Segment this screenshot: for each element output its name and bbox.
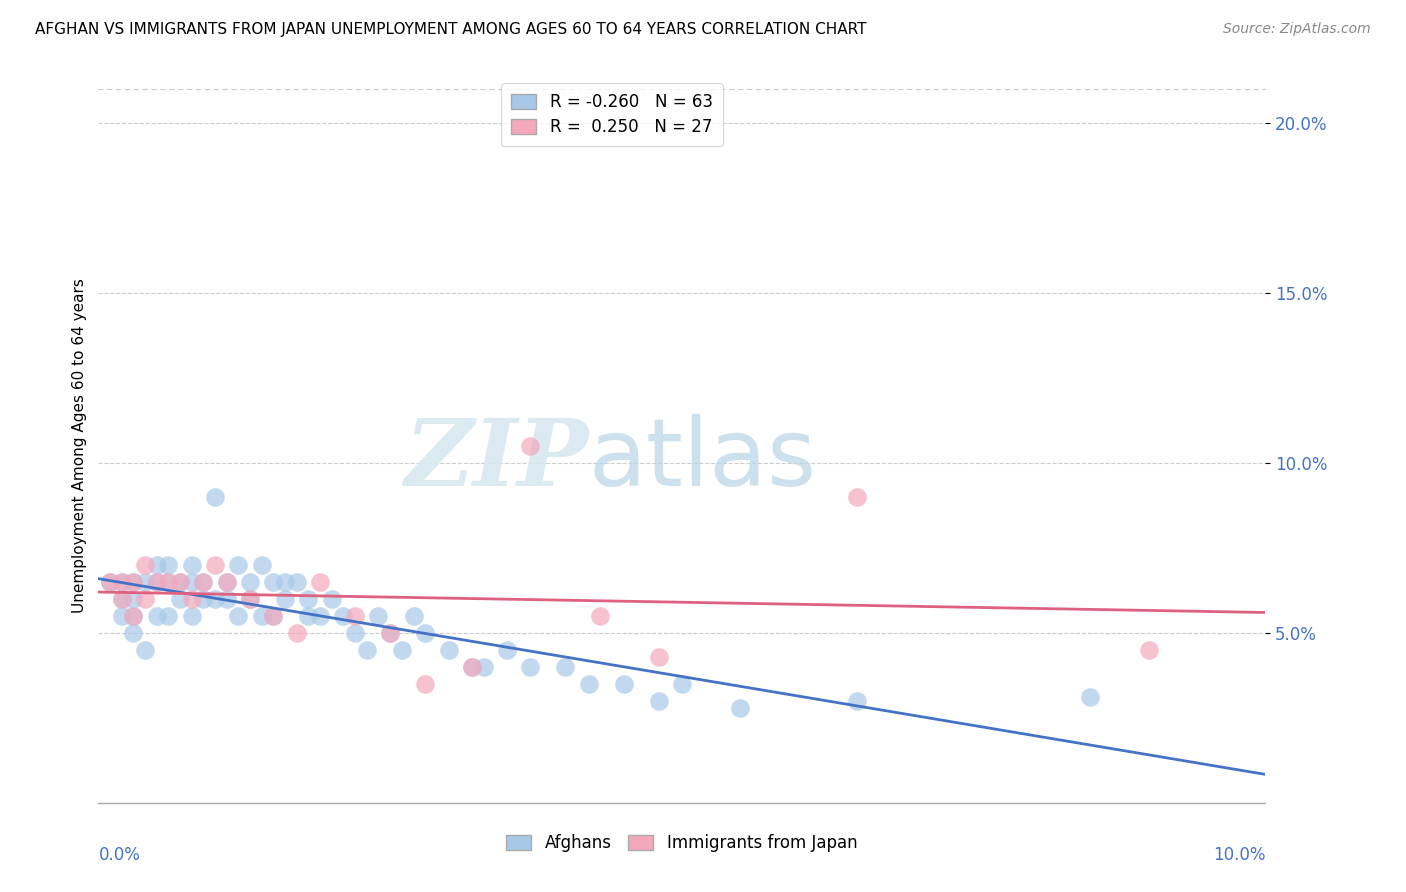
Point [157, 608, 180, 623]
Point [239, 591, 262, 606]
Point [180, 591, 202, 606]
Point [297, 608, 319, 623]
Point [111, 608, 134, 623]
Point [122, 608, 145, 623]
Point [496, 643, 519, 657]
Point [193, 591, 215, 606]
Point [250, 608, 273, 623]
Point [356, 643, 378, 657]
Point [239, 591, 262, 606]
Point [1080, 690, 1102, 705]
Point [180, 558, 202, 572]
Point [193, 574, 215, 589]
Point [215, 574, 238, 589]
Point [180, 608, 202, 623]
Point [169, 574, 191, 589]
Point [134, 591, 156, 606]
Point [228, 608, 250, 623]
Point [122, 591, 145, 606]
Point [461, 660, 484, 674]
Point [122, 574, 145, 589]
Point [122, 608, 145, 623]
Point [98, 574, 121, 589]
Point [730, 700, 752, 714]
Point [671, 677, 693, 691]
Point [193, 574, 215, 589]
Point [367, 608, 389, 623]
Point [647, 694, 669, 708]
Point [98, 574, 121, 589]
Point [519, 660, 541, 674]
Point [309, 608, 332, 623]
Point [612, 677, 634, 691]
Point [274, 591, 297, 606]
Point [391, 643, 413, 657]
Point [461, 660, 484, 674]
Text: 0.0%: 0.0% [98, 846, 141, 863]
Point [111, 574, 134, 589]
Point [134, 558, 156, 572]
Point [215, 591, 238, 606]
Point [146, 558, 169, 572]
Point [146, 608, 169, 623]
Point [111, 574, 134, 589]
Point [274, 574, 297, 589]
Point [578, 677, 600, 691]
Point [402, 608, 425, 623]
Point [589, 608, 612, 623]
Point [122, 626, 145, 640]
Point [846, 490, 869, 504]
Point [472, 660, 495, 674]
Point [380, 626, 402, 640]
Point [285, 574, 308, 589]
Point [413, 677, 436, 691]
Point [262, 608, 284, 623]
Point [262, 608, 284, 623]
Point [146, 574, 169, 589]
Point [169, 591, 191, 606]
Point [134, 574, 156, 589]
Point [554, 660, 576, 674]
Point [169, 574, 191, 589]
Point [846, 694, 869, 708]
Y-axis label: Unemployment Among Ages 60 to 64 years: Unemployment Among Ages 60 to 64 years [72, 278, 87, 614]
Point [285, 626, 308, 640]
Point [413, 626, 436, 640]
Text: ZIP: ZIP [405, 416, 589, 505]
Point [380, 626, 402, 640]
Point [204, 591, 226, 606]
Point [228, 558, 250, 572]
Point [647, 649, 669, 664]
Point [215, 574, 238, 589]
Point [437, 643, 460, 657]
Point [519, 439, 541, 453]
Point [111, 591, 134, 606]
Point [297, 591, 319, 606]
Point [180, 574, 202, 589]
Point [157, 574, 180, 589]
Legend: Afghans, Immigrants from Japan: Afghans, Immigrants from Japan [499, 828, 865, 859]
Point [344, 608, 367, 623]
Text: atlas: atlas [589, 414, 817, 507]
Point [146, 574, 169, 589]
Point [239, 574, 262, 589]
Point [262, 574, 284, 589]
Point [204, 490, 226, 504]
Point [250, 558, 273, 572]
Point [309, 574, 332, 589]
Point [332, 608, 354, 623]
Point [1137, 643, 1160, 657]
Text: 10.0%: 10.0% [1213, 846, 1265, 863]
Point [204, 558, 226, 572]
Point [157, 574, 180, 589]
Point [344, 626, 367, 640]
Text: Source: ZipAtlas.com: Source: ZipAtlas.com [1223, 22, 1371, 37]
Point [134, 643, 156, 657]
Point [111, 591, 134, 606]
Text: AFGHAN VS IMMIGRANTS FROM JAPAN UNEMPLOYMENT AMONG AGES 60 TO 64 YEARS CORRELATI: AFGHAN VS IMMIGRANTS FROM JAPAN UNEMPLOY… [35, 22, 866, 37]
Point [321, 591, 343, 606]
Point [122, 574, 145, 589]
Point [157, 558, 180, 572]
